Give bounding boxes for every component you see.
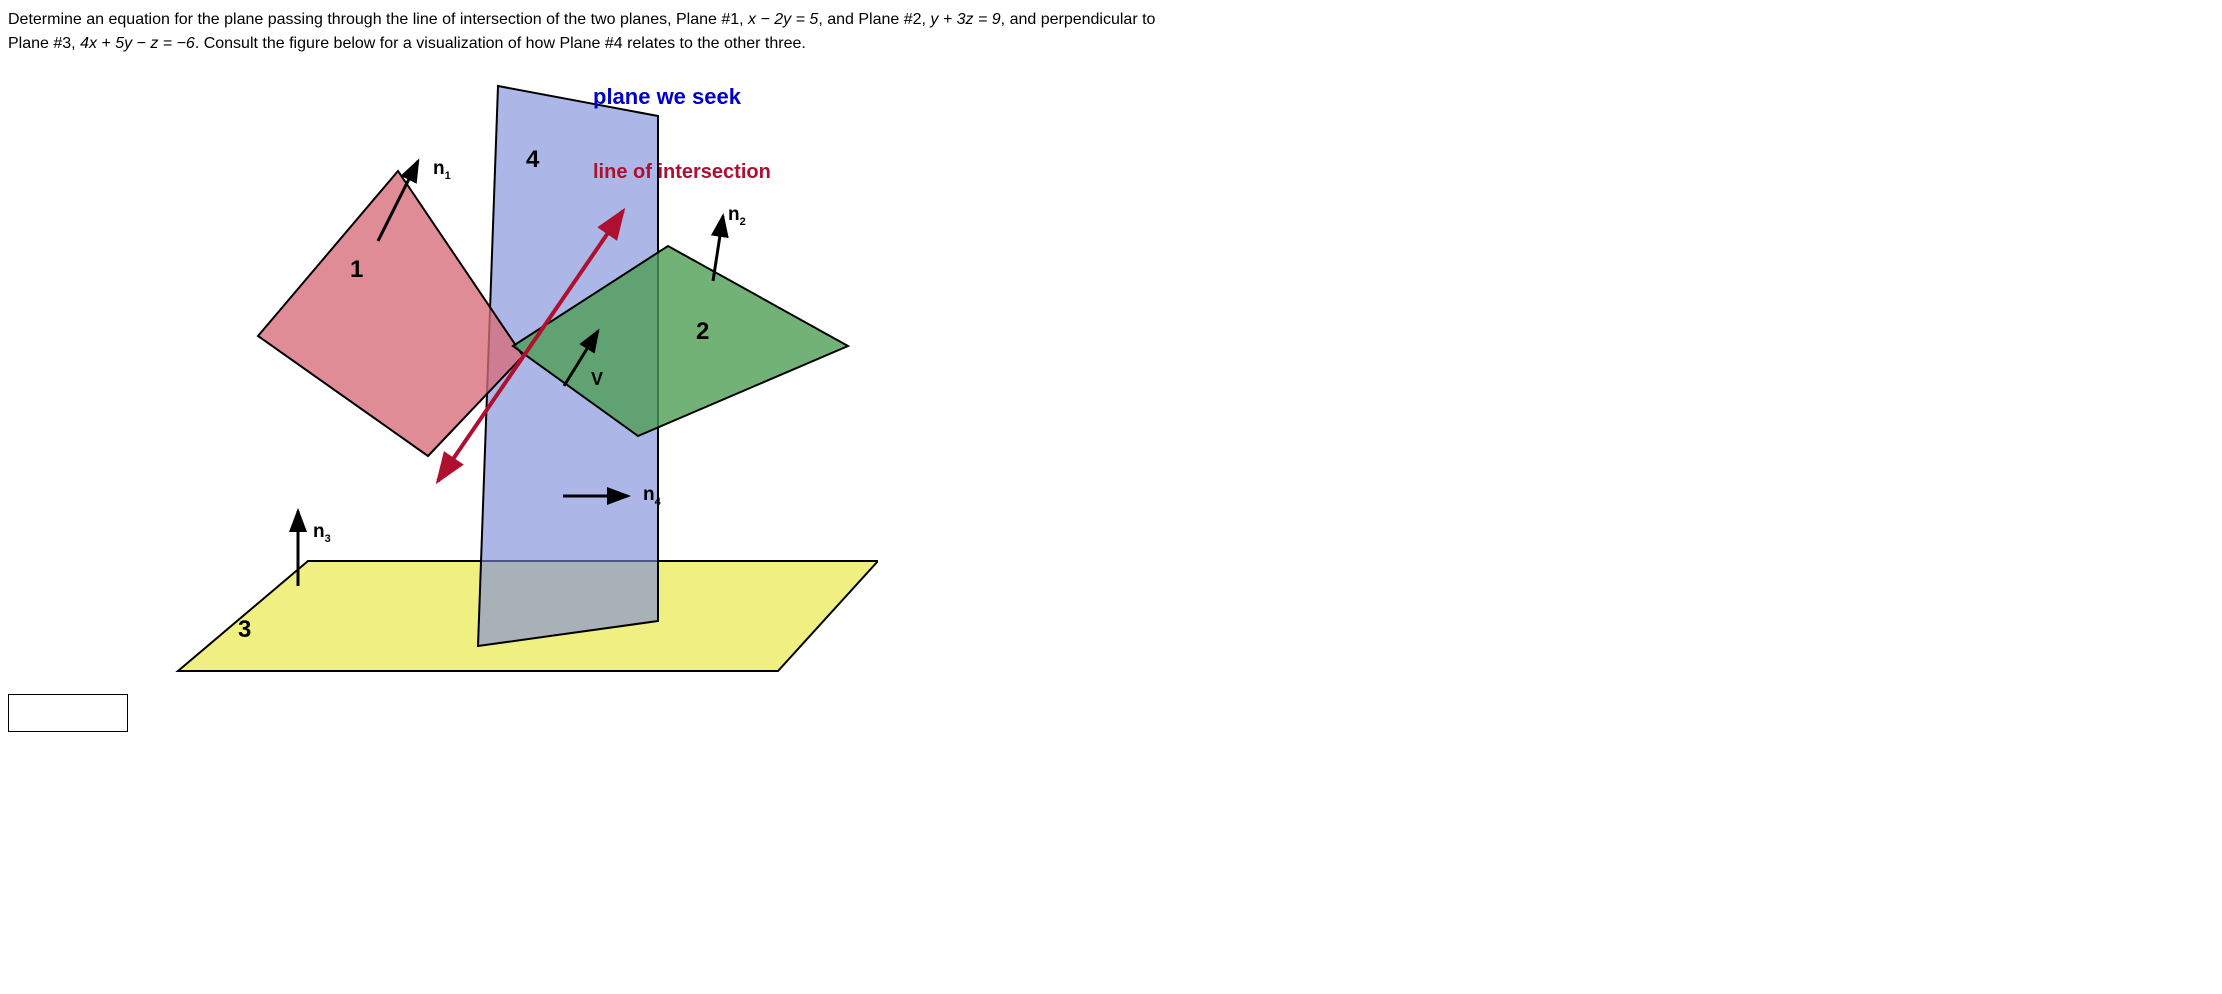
label-v: V xyxy=(591,369,603,390)
q-mid1: , and Plane #2, xyxy=(818,11,930,28)
label-4: 4 xyxy=(526,146,539,174)
label-3: 3 xyxy=(238,616,251,644)
label-2: 2 xyxy=(696,318,709,346)
planes-svg xyxy=(98,66,878,686)
q-text-1: Determine an equation for the plane pass… xyxy=(8,11,748,28)
eq3: 4x + 5y − z = −6 xyxy=(80,35,195,52)
q-mid2: , and perpendicular to xyxy=(1001,11,1156,28)
label-n3: n3 xyxy=(313,521,331,545)
q-text-2: Plane #3, xyxy=(8,35,80,52)
q-text-3: . Consult the figure below for a visuali… xyxy=(195,35,806,52)
label-1: 1 xyxy=(350,256,363,284)
label-n4: n4 xyxy=(643,484,661,508)
label-n2: n2 xyxy=(728,204,746,228)
question-text: Determine an equation for the plane pass… xyxy=(8,8,2214,56)
answer-input-box[interactable] xyxy=(8,694,128,732)
figure: plane we seek line of intersection 4 1 2… xyxy=(98,66,878,686)
eq2: y + 3z = 9 xyxy=(930,11,1000,28)
eq1: x − 2y = 5 xyxy=(748,11,818,28)
label-n1: n1 xyxy=(433,158,451,182)
label-line-of-intersection: line of intersection xyxy=(593,161,771,184)
label-plane-we-seek: plane we seek xyxy=(593,84,741,110)
